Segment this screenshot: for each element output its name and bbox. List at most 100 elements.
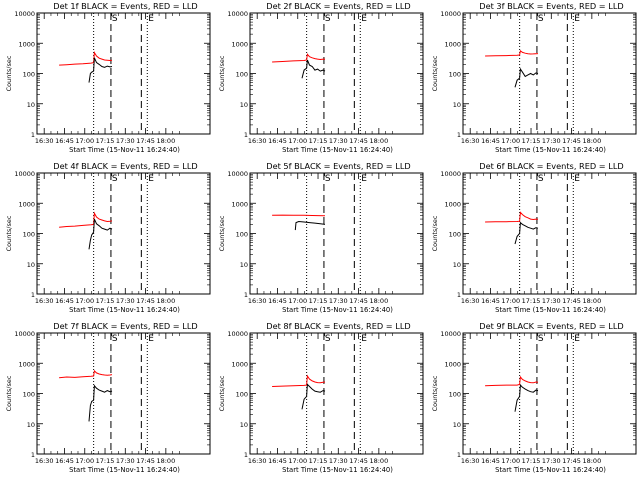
x-tick-label: 17:30 bbox=[329, 457, 348, 465]
plot-frame bbox=[462, 172, 637, 295]
plot-frame bbox=[36, 12, 211, 135]
x-tick-label: 16:45 bbox=[481, 137, 500, 145]
time-marker-label: E bbox=[361, 334, 367, 344]
y-tick-label: 1 bbox=[244, 451, 248, 459]
detector-panel-9: Det 9f BLACK = Events, RED = LLD 1 10 100 10… bbox=[426, 320, 639, 480]
lld-rate-line bbox=[272, 214, 326, 217]
y-tick-label: 1 bbox=[457, 451, 461, 459]
x-tick-label: 16:45 bbox=[268, 137, 287, 145]
lld-rate-line bbox=[272, 374, 326, 387]
x-axis-label: Start Time (15-Nov-11 16:24:40) bbox=[69, 466, 180, 474]
y-tick-label: 10 bbox=[27, 421, 35, 429]
event-rate-line bbox=[88, 218, 113, 250]
y-tick-label: 1 bbox=[244, 291, 248, 299]
x-tick-label: 16:45 bbox=[481, 457, 500, 465]
time-marker-label: S bbox=[325, 14, 331, 24]
lld-rate-line bbox=[485, 50, 539, 57]
x-tick-label: 17:00 bbox=[288, 137, 307, 145]
x-tick-label: 17:30 bbox=[116, 457, 135, 465]
x-tick-label: 17:15 bbox=[522, 137, 541, 145]
lld-rate-line bbox=[272, 53, 326, 63]
x-tick-label: 16:30 bbox=[461, 457, 480, 465]
time-marker-label: S bbox=[325, 334, 331, 344]
x-tick-label: 18:00 bbox=[156, 457, 175, 465]
chart-svg: Det 3f BLACK = Events, RED = LLD 1 10 100 10… bbox=[431, 1, 637, 154]
x-tick-label: 17:45 bbox=[349, 457, 368, 465]
y-tick-label: 1000 bbox=[444, 360, 461, 368]
time-marker-label: E bbox=[361, 14, 367, 24]
x-tick-label: 17:00 bbox=[75, 297, 94, 305]
y-tick-label: 10000 bbox=[440, 330, 461, 338]
time-marker-label: S bbox=[538, 14, 544, 24]
x-tick-label: 18:00 bbox=[582, 297, 601, 305]
x-tick-label: 17:45 bbox=[562, 137, 581, 145]
x-tick-label: 17:00 bbox=[288, 297, 307, 305]
x-tick-label: 17:00 bbox=[501, 457, 520, 465]
y-tick-label: 1 bbox=[457, 131, 461, 139]
x-tick-label: 17:15 bbox=[96, 297, 115, 305]
plot-frame bbox=[249, 172, 424, 295]
detector-panel-8: Det 8f BLACK = Events, RED = LLD 1 10 100 10… bbox=[213, 320, 426, 480]
x-tick-label: 16:30 bbox=[35, 297, 54, 305]
time-marker-label: S bbox=[112, 334, 118, 344]
x-tick-label: 17:30 bbox=[116, 297, 135, 305]
chart-svg: Det 4f BLACK = Events, RED = LLD 1 10 100 10… bbox=[5, 161, 211, 314]
x-tick-label: 17:45 bbox=[562, 457, 581, 465]
time-marker-label: S bbox=[325, 174, 331, 184]
y-tick-label: 100 bbox=[23, 71, 35, 79]
y-tick-label: 100 bbox=[449, 231, 461, 239]
y-tick-label: 1000 bbox=[231, 200, 248, 208]
chart-title: Det 7f BLACK = Events, RED = LLD bbox=[53, 321, 197, 331]
y-axis-label: Counts/sec bbox=[5, 375, 13, 411]
y-tick-label: 100 bbox=[236, 71, 248, 79]
y-tick-label: 1000 bbox=[444, 40, 461, 48]
chart-svg: Det 5f BLACK = Events, RED = LLD 1 10 100 10… bbox=[218, 161, 424, 314]
x-tick-label: 17:15 bbox=[522, 457, 541, 465]
x-tick-label: 18:00 bbox=[369, 457, 388, 465]
y-tick-label: 10 bbox=[240, 261, 248, 269]
x-tick-label: 17:00 bbox=[501, 297, 520, 305]
x-tick-label: 18:00 bbox=[582, 457, 601, 465]
y-tick-label: 10000 bbox=[14, 10, 35, 18]
plot-frame bbox=[462, 12, 637, 135]
x-tick-label: 16:30 bbox=[35, 457, 54, 465]
event-rate-line bbox=[88, 57, 113, 83]
chart-title: Det 3f BLACK = Events, RED = LLD bbox=[479, 1, 623, 11]
plot-frame bbox=[249, 332, 424, 455]
y-tick-label: 1 bbox=[31, 451, 35, 459]
x-tick-label: 17:00 bbox=[75, 457, 94, 465]
chart-svg: Det 1f BLACK = Events, RED = LLD 1 10 100 10… bbox=[5, 1, 211, 154]
chart-title: Det 5f BLACK = Events, RED = LLD bbox=[266, 161, 410, 171]
x-tick-label: 16:30 bbox=[248, 457, 267, 465]
chart-title: Det 1f BLACK = Events, RED = LLD bbox=[53, 1, 197, 11]
x-tick-label: 16:30 bbox=[248, 297, 267, 305]
x-tick-label: 17:00 bbox=[75, 137, 94, 145]
x-tick-label: 17:15 bbox=[309, 457, 328, 465]
detector-panel-2: Det 2f BLACK = Events, RED = LLD 1 10 100 10… bbox=[213, 0, 426, 160]
event-rate-line bbox=[294, 220, 326, 231]
x-tick-label: 17:45 bbox=[349, 137, 368, 145]
chart-svg: Det 2f BLACK = Events, RED = LLD 1 10 100 10… bbox=[218, 1, 424, 154]
plot-frame bbox=[36, 332, 211, 455]
y-axis-label: Counts/sec bbox=[218, 55, 226, 91]
event-rate-line bbox=[514, 383, 539, 412]
time-marker-label: E bbox=[361, 174, 367, 184]
event-rate-line bbox=[301, 383, 326, 410]
y-axis-label: Counts/sec bbox=[431, 55, 439, 91]
time-marker-label: E bbox=[574, 334, 580, 344]
time-marker-label: S bbox=[538, 174, 544, 184]
detector-panel-5: Det 5f BLACK = Events, RED = LLD 1 10 100 10… bbox=[213, 160, 426, 320]
x-tick-label: 17:45 bbox=[136, 457, 155, 465]
event-rate-line bbox=[514, 221, 539, 245]
y-tick-label: 10000 bbox=[440, 10, 461, 18]
time-marker-label: E bbox=[574, 174, 580, 184]
y-tick-label: 10000 bbox=[14, 330, 35, 338]
chart-svg: Det 6f BLACK = Events, RED = LLD 1 10 100 10… bbox=[431, 161, 637, 314]
y-tick-label: 10000 bbox=[227, 170, 248, 178]
x-tick-label: 17:00 bbox=[501, 137, 520, 145]
plot-frame bbox=[249, 12, 424, 135]
y-tick-label: 100 bbox=[236, 391, 248, 399]
y-tick-label: 10 bbox=[27, 261, 35, 269]
y-tick-label: 100 bbox=[23, 391, 35, 399]
